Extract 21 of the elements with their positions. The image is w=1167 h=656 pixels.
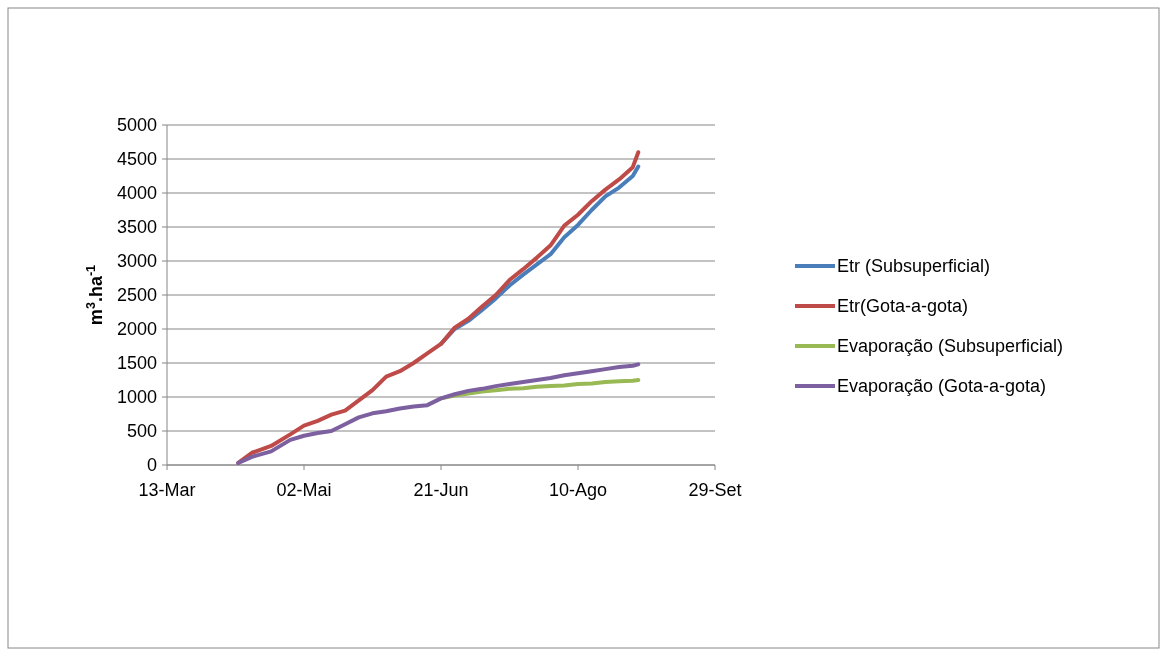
x-tick-label: 13-Mar [138, 480, 196, 500]
y-tick-label: 5000 [116, 115, 157, 136]
x-tick-label: 02-Mai [276, 480, 332, 500]
y-tick-label: 2000 [116, 319, 157, 340]
y-tick-label: 4000 [116, 183, 157, 204]
y-tick-label: 1000 [116, 387, 157, 408]
y-tick-label: 3000 [116, 251, 157, 272]
y-tick-label: 1500 [116, 353, 157, 374]
legend-label: Etr(Gota-a-gota) [837, 296, 969, 317]
x-tick-label: 21-Jun [413, 480, 469, 500]
y-tick-label: 3500 [116, 217, 157, 238]
line-series [236, 362, 641, 465]
y-tick-label: 500 [126, 421, 157, 442]
y-tick-label: 4500 [116, 149, 157, 170]
legend-label: Evaporação (Gota-a-gota) [837, 376, 1047, 397]
legend-label: Etr (Subsuperficial) [837, 256, 991, 277]
legend-label: Evaporação (Subsuperficial) [837, 336, 1064, 357]
x-tick-label: 29-Set [688, 480, 742, 500]
x-tick-label: 10-Ago [548, 480, 608, 500]
y-tick-label: 2500 [116, 285, 157, 306]
y-tick-label: 0 [146, 455, 157, 476]
